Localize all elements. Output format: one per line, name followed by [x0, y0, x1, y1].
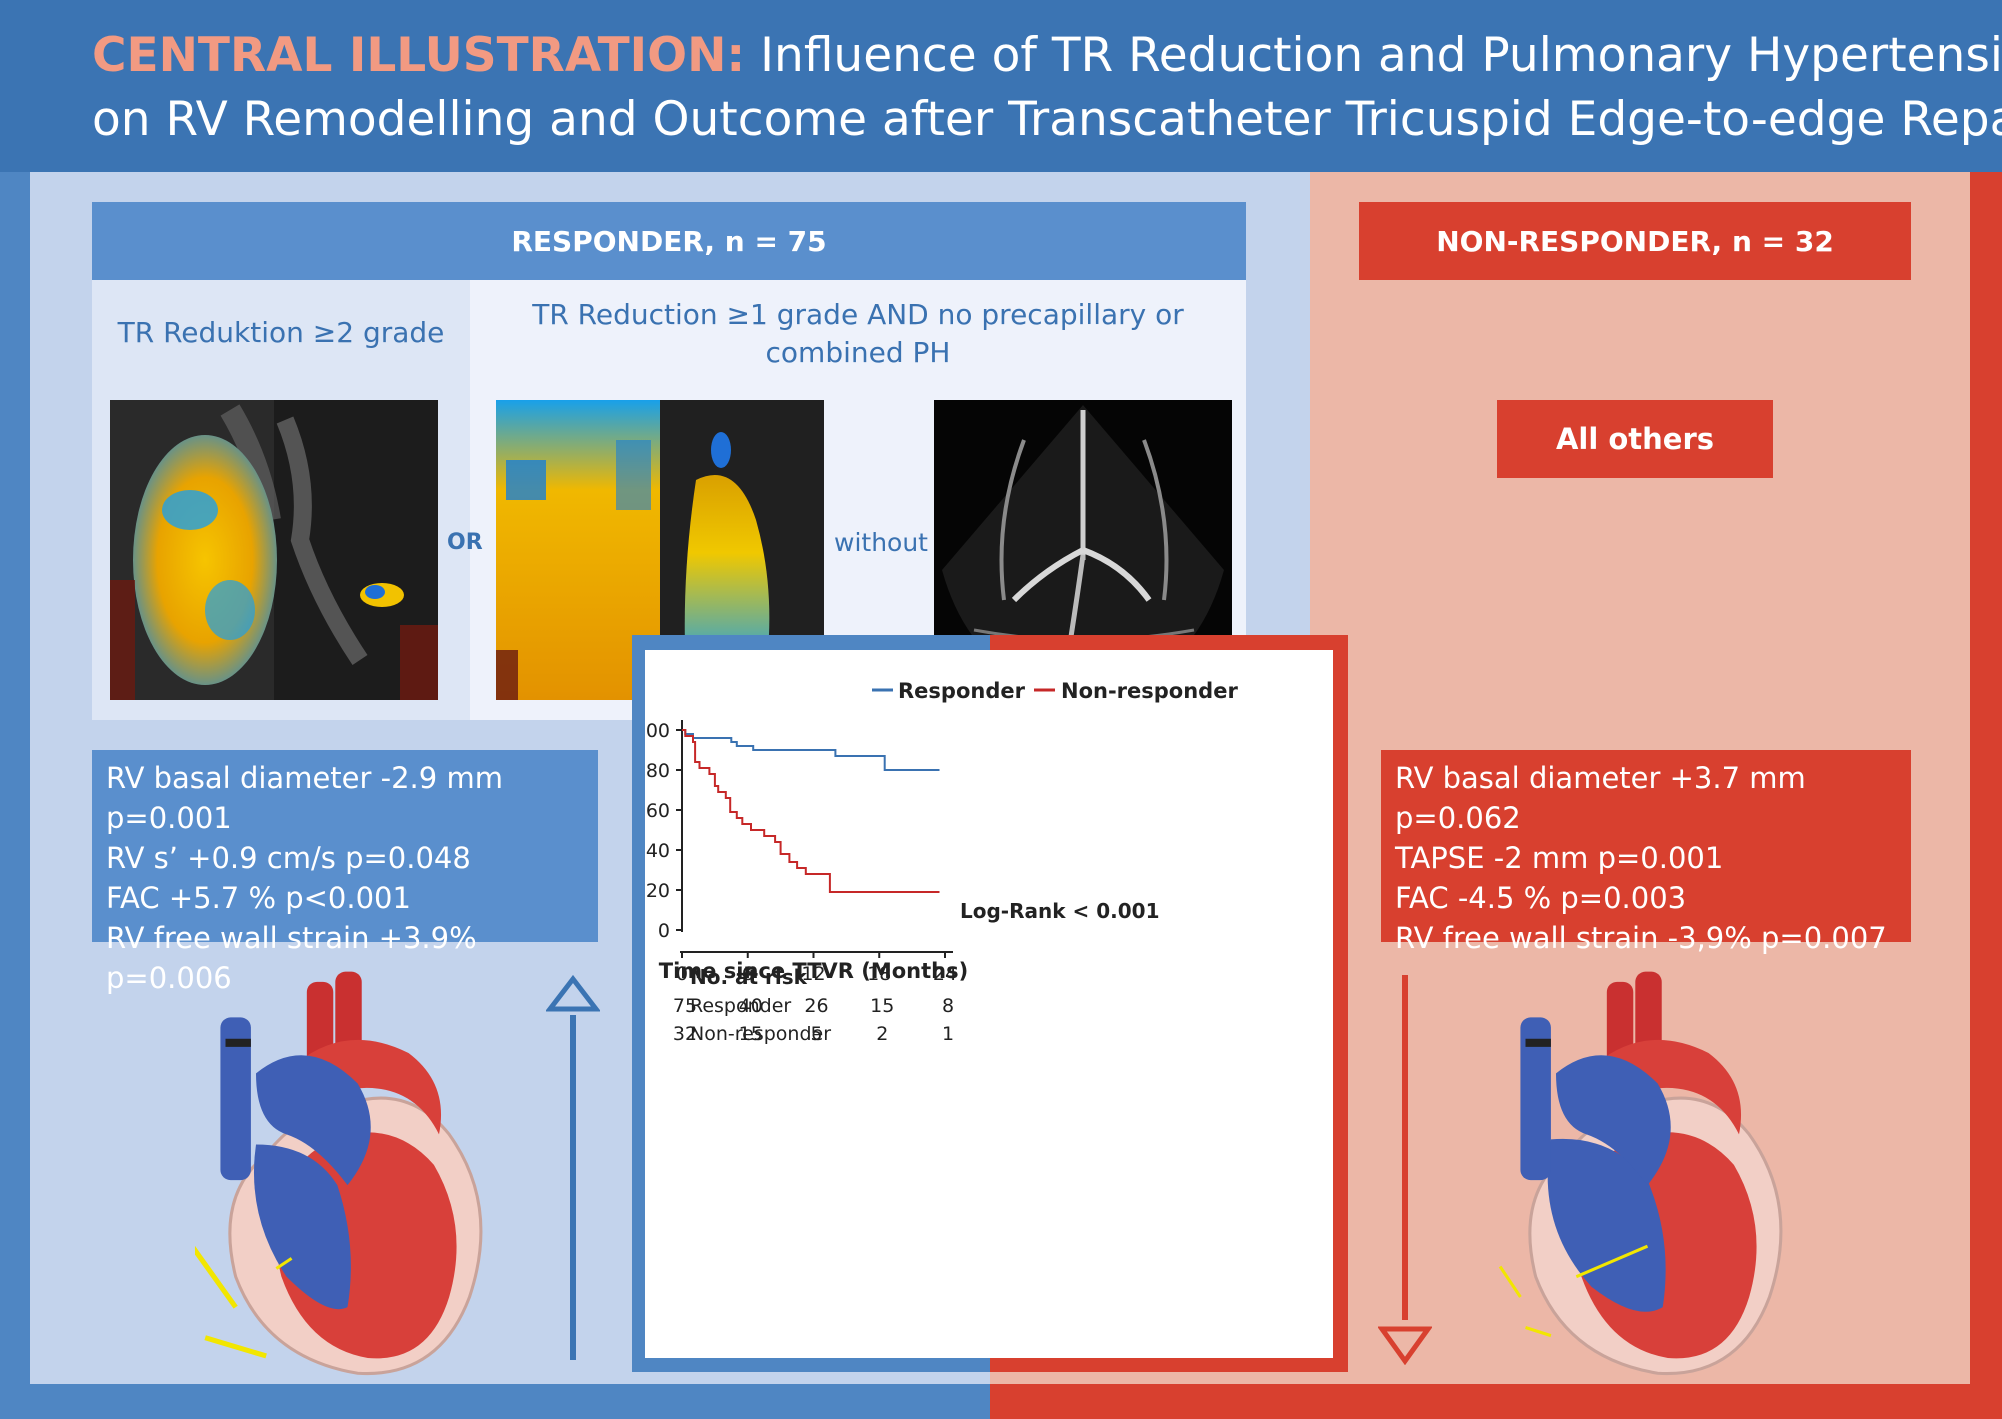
- risk-value: 26: [804, 995, 828, 1017]
- y-tick-label: 60: [646, 800, 670, 822]
- chart-series: [682, 729, 940, 893]
- risk-value: 40: [739, 995, 763, 1017]
- down-triangle-arrow-icon: [1378, 975, 1432, 1365]
- risk-value: 32: [673, 1023, 697, 1045]
- responder-criterion-1: TR Reduktion ≥2 grade: [117, 316, 445, 349]
- series-line-non-responder: [682, 729, 940, 893]
- responder-criterion-2: TR Reduction ≥1 grade AND no precapillar…: [532, 298, 1184, 369]
- risk-value: 5: [810, 1023, 822, 1045]
- risk-row-label: Responder: [690, 995, 791, 1017]
- echo-doppler-image-1: [110, 400, 438, 700]
- up-triangle-arrow-icon: [546, 975, 600, 1360]
- risk-value: 75: [673, 995, 697, 1017]
- non-responder-criterion: All others: [1497, 400, 1773, 478]
- title-line-1: CENTRAL ILLUSTRATION: Influence of TR Re…: [92, 28, 2002, 83]
- legend-label-non-responder: Non-responder: [1061, 679, 1238, 703]
- y-tick-label: 100: [645, 720, 670, 742]
- risk-value: 15: [870, 995, 894, 1017]
- chart-axes: 0 20 40 60 80 100 0 6 12 18 24: [634, 720, 957, 985]
- y-tick-label: 80: [646, 760, 670, 782]
- non-responder-header: NON-RESPONDER, n = 32: [1359, 202, 1911, 280]
- non-responder-result-line: RV basal diameter +3.7 mm p=0.062: [1395, 761, 1806, 835]
- non-responder-results-box: RV basal diameter +3.7 mm p=0.062 TAPSE …: [1381, 750, 1911, 955]
- or-label: OR: [447, 530, 483, 555]
- responder-result-line: RV s’ +0.9 cm/s p=0.048: [106, 841, 471, 875]
- risk-row-label: Non-responder: [690, 1023, 831, 1045]
- responder-result-line: FAC +5.7 % p<0.001: [106, 881, 411, 915]
- y-tick-label: 0: [658, 920, 670, 942]
- responder-result-line: RV free wall strain +3.9% p=0.006: [106, 921, 477, 995]
- x-tick-label: 24: [933, 963, 957, 985]
- y-tick-label: 40: [646, 840, 670, 862]
- risk-value: 15: [739, 1023, 763, 1045]
- legend-label-responder: Responder: [898, 679, 1026, 703]
- chart-legend: Responder Non-responder: [872, 679, 1238, 703]
- x-axis-label: Time since TTVR (Months): [659, 959, 968, 983]
- log-rank-annotation: Log-Rank < 0.001: [960, 899, 1159, 923]
- non-responder-result-line: FAC -4.5 % p=0.003: [1395, 881, 1687, 915]
- risk-value: 1: [942, 1023, 954, 1045]
- heart-anatomy-icon: [1498, 971, 1783, 1376]
- series-line-responder: [682, 729, 940, 771]
- heart-anatomy-icon: [195, 971, 483, 1376]
- x-tick-label: 0: [676, 963, 688, 985]
- title-line-2: on RV Remodelling and Outcome after Tran…: [92, 92, 2002, 147]
- x-tick-label: 12: [801, 963, 825, 985]
- kaplan-meier-chart: Responder Non-responder Freedom of HF Ho…: [565, 679, 1238, 1045]
- responder-result-line: RV basal diameter -2.9 mm p=0.001: [106, 761, 503, 835]
- x-tick-label: 6: [742, 963, 754, 985]
- title-banner: [0, 0, 2002, 172]
- non-responder-result-line: TAPSE -2 mm p=0.001: [1395, 841, 1724, 875]
- risk-value: 2: [876, 1023, 888, 1045]
- title-prefix: CENTRAL ILLUSTRATION:: [92, 28, 746, 83]
- kaplan-meier-panel: Responder Non-responder Freedom of HF Ho…: [565, 650, 1333, 1358]
- risk-value: 8: [942, 995, 954, 1017]
- x-tick-label: 18: [867, 963, 891, 985]
- responder-results-box: RV basal diameter -2.9 mm p=0.001 RV s’ …: [92, 750, 598, 995]
- risk-table-title: No. at risk: [690, 965, 808, 989]
- responder-header: RESPONDER, n = 75: [92, 202, 1246, 280]
- non-responder-result-line: RV free wall strain -3,9% p=0.007: [1395, 921, 1887, 955]
- title-text: Influence of TR Reduction and Pulmonary …: [760, 28, 2002, 83]
- without-label: without: [834, 528, 928, 557]
- y-tick-label: 20: [646, 880, 670, 902]
